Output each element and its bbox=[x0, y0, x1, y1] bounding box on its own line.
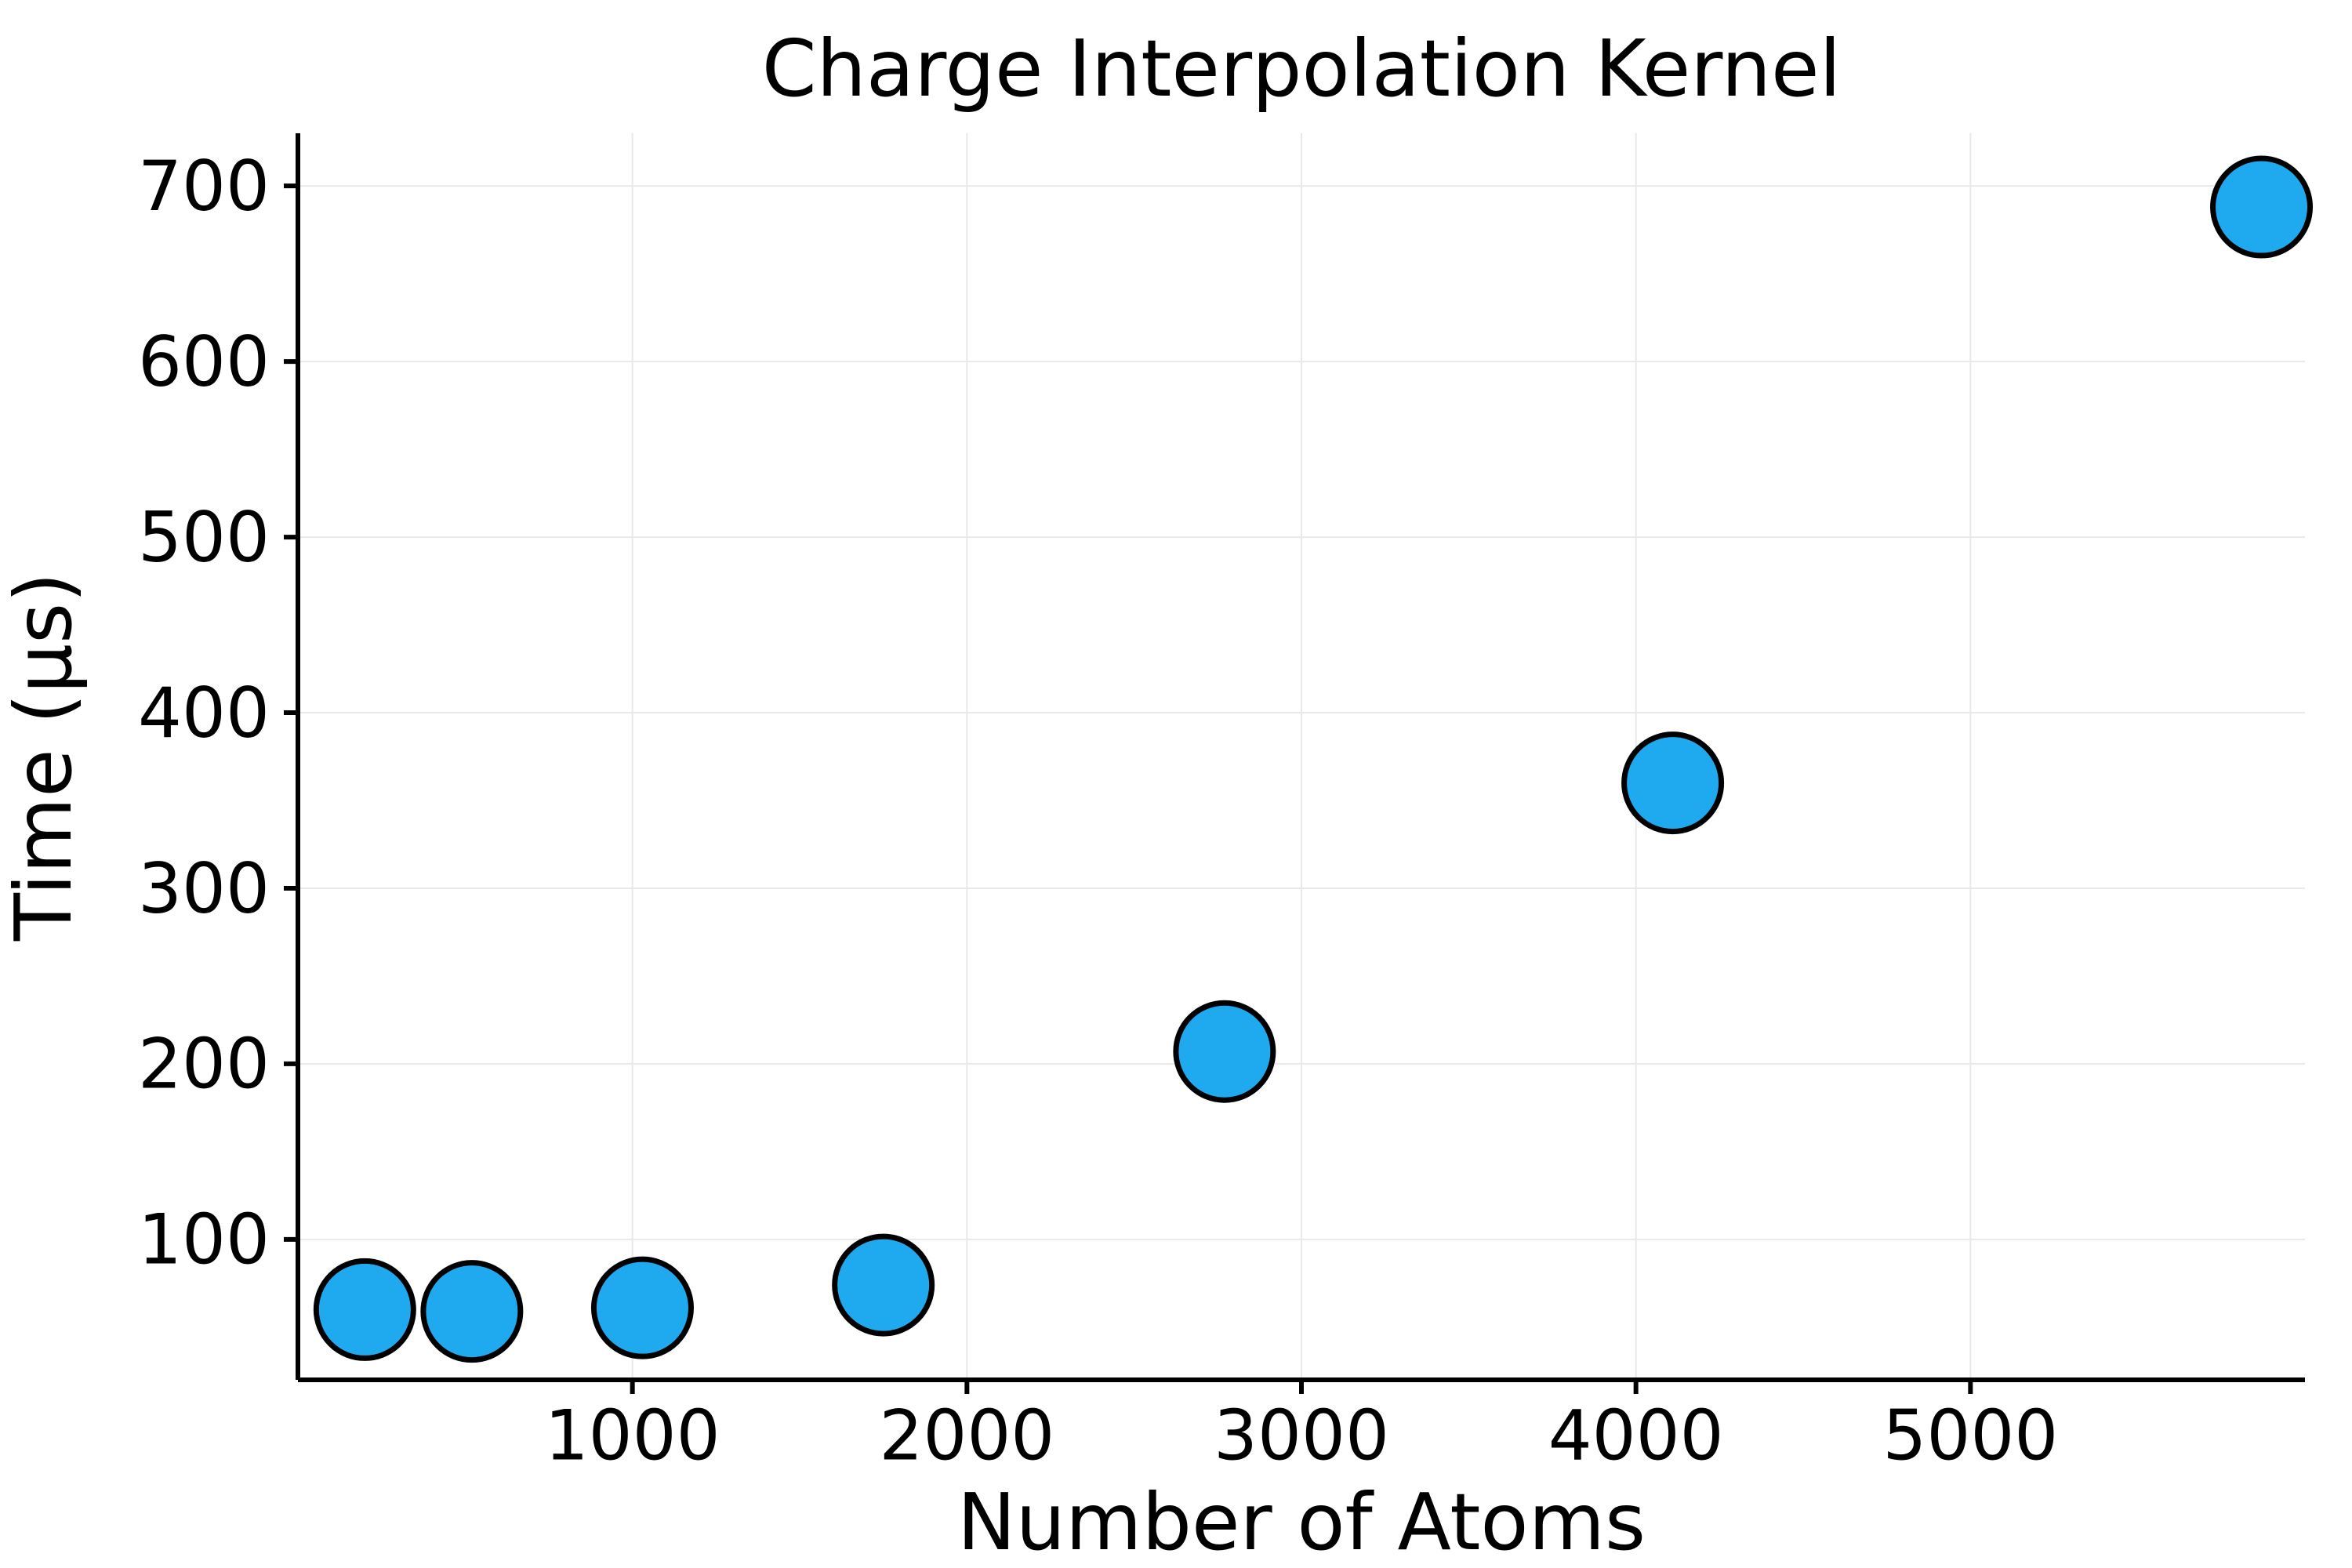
y-axis-label: Time (μs) bbox=[0, 572, 89, 942]
chart-title: Charge Interpolation Kernel bbox=[762, 23, 1842, 114]
chart-container: 1000 2000 3000 4000 5000 100 200 300 400 500 600 70… bbox=[0, 0, 2352, 1568]
data-point bbox=[2213, 158, 2310, 256]
y-tick-label: 500 bbox=[138, 497, 270, 578]
y-tick-label: 100 bbox=[138, 1200, 270, 1280]
y-tick-label: 400 bbox=[138, 673, 270, 753]
y-tick-label: 200 bbox=[138, 1024, 270, 1105]
data-point bbox=[316, 1261, 413, 1358]
data-point bbox=[593, 1259, 691, 1356]
y-tick-label: 600 bbox=[138, 321, 270, 402]
x-tick-label: 2000 bbox=[879, 1396, 1054, 1476]
x-tick-label: 1000 bbox=[545, 1396, 720, 1476]
scatter-chart: 1000 2000 3000 4000 5000 100 200 300 400 500 600 70… bbox=[0, 0, 2352, 1568]
data-point bbox=[423, 1263, 521, 1360]
y-tick-label: 700 bbox=[138, 146, 270, 227]
x-tick-label: 3000 bbox=[1214, 1396, 1389, 1476]
data-point bbox=[1624, 735, 1722, 832]
x-tick-label: 4000 bbox=[1548, 1396, 1724, 1476]
y-tick-label: 300 bbox=[138, 848, 270, 929]
data-point bbox=[1176, 1003, 1273, 1100]
x-tick-label: 5000 bbox=[1882, 1396, 2058, 1476]
x-axis-label: Number of Atoms bbox=[957, 1476, 1646, 1568]
data-point bbox=[835, 1236, 932, 1334]
